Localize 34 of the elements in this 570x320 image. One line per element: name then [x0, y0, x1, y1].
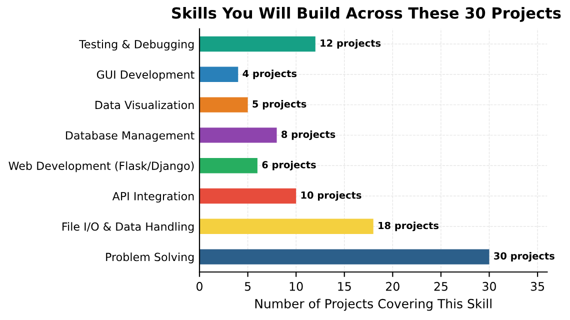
data-label: 4 projects	[242, 70, 297, 80]
chart-title: Skills You Will Build Across These 30 Projects	[172, 6, 561, 22]
bar	[200, 158, 258, 174]
bar	[200, 188, 296, 204]
x-tick-label: 20	[386, 282, 400, 291]
bar	[200, 128, 277, 143]
data-label: 12 projects	[320, 39, 381, 49]
x-tick-label: 30	[482, 282, 496, 291]
data-label: 18 projects	[378, 222, 439, 232]
bar	[200, 249, 490, 264]
data-label: 6 projects	[262, 160, 316, 170]
x-axis-title: Number of Projects Covering This Skill	[255, 298, 492, 311]
x-tick-label: 5	[244, 282, 251, 291]
x-tick-label: 10	[290, 282, 303, 291]
y-tick-label: Database Management	[66, 130, 194, 142]
x-tick-label: 35	[530, 282, 544, 291]
y-tick-label: Testing & Debugging	[79, 40, 194, 51]
y-tick-label: File I/O & Data Handling	[62, 222, 194, 233]
bar	[200, 218, 374, 234]
bar	[200, 36, 316, 52]
x-tick-label: 0	[196, 282, 202, 291]
data-label: 5 projects	[252, 100, 306, 110]
x-tick-label: 15	[338, 282, 351, 291]
data-label: 8 projects	[282, 130, 336, 140]
data-label: 10 projects	[301, 191, 362, 201]
y-tick-label: API Integration	[112, 192, 194, 203]
data-label: 30 projects	[494, 252, 554, 262]
y-tick-label: Data Visualization	[95, 100, 194, 110]
x-tick-label: 25	[434, 282, 448, 291]
bar	[200, 97, 248, 112]
y-tick-label: Web Development (Flask/Django)	[8, 161, 194, 172]
y-tick-label: Problem Solving	[106, 252, 194, 264]
bar	[200, 66, 238, 82]
y-tick-label: GUI Development	[96, 70, 194, 81]
